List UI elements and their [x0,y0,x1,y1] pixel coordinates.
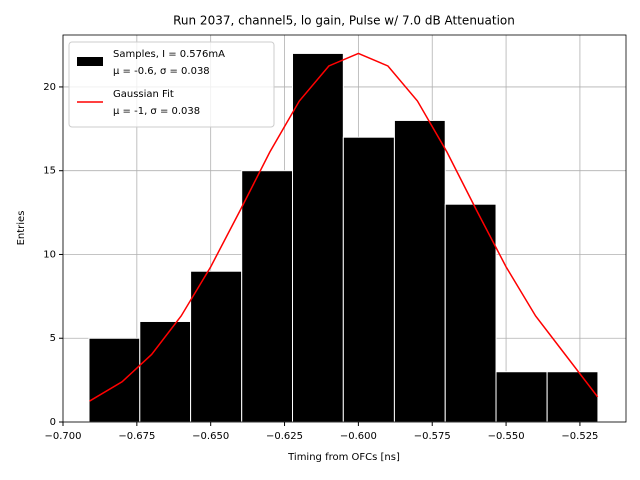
histogram-bar [444,203,497,423]
legend-label: μ = -0.6, σ = 0.038 [113,66,210,77]
legend-label: Samples, I = 0.576mA [113,49,225,60]
y-tick-label: 20 [43,82,56,93]
x-tick-label: −0.575 [414,431,451,442]
y-tick-label: 10 [43,249,56,260]
x-tick-label: −0.600 [340,431,377,442]
plot-data [88,52,599,423]
histogram-bar [88,337,141,423]
histogram-bar [393,119,446,423]
legend-swatch [77,57,103,66]
x-tick-label: −0.550 [488,431,525,442]
y-tick-label: 0 [50,417,56,428]
plot-frame [62,34,627,423]
histogram-bar [241,170,294,423]
histogram-bar [190,270,243,423]
x-tick-label: −0.700 [44,431,81,442]
legend-label: Gaussian Fit [113,89,174,100]
chart-title: Run 2037, channel5, lo gain, Pulse w/ 7.… [173,14,515,28]
x-tick-label: −0.525 [561,431,598,442]
histogram-bar [292,52,344,423]
histogram-bar [342,136,395,423]
y-axis-label: Entries [16,211,27,246]
x-tick-label: −0.650 [192,431,229,442]
legend-box [68,41,275,128]
y-tick-label: 15 [43,166,56,177]
legend-label: μ = -1, σ = 0.038 [113,106,200,117]
x-axis-label: Timing from OFCs [ns] [287,452,400,463]
x-tick-label: −0.625 [266,431,303,442]
y-tick-label: 5 [50,333,56,344]
fit-line [89,52,599,402]
histogram-bar [495,371,548,423]
x-tick-label: −0.675 [118,431,155,442]
histogram-bar [546,371,599,423]
legend: Samples, I = 0.576mA μ = -0.6, σ = 0.038 G… [68,41,275,128]
